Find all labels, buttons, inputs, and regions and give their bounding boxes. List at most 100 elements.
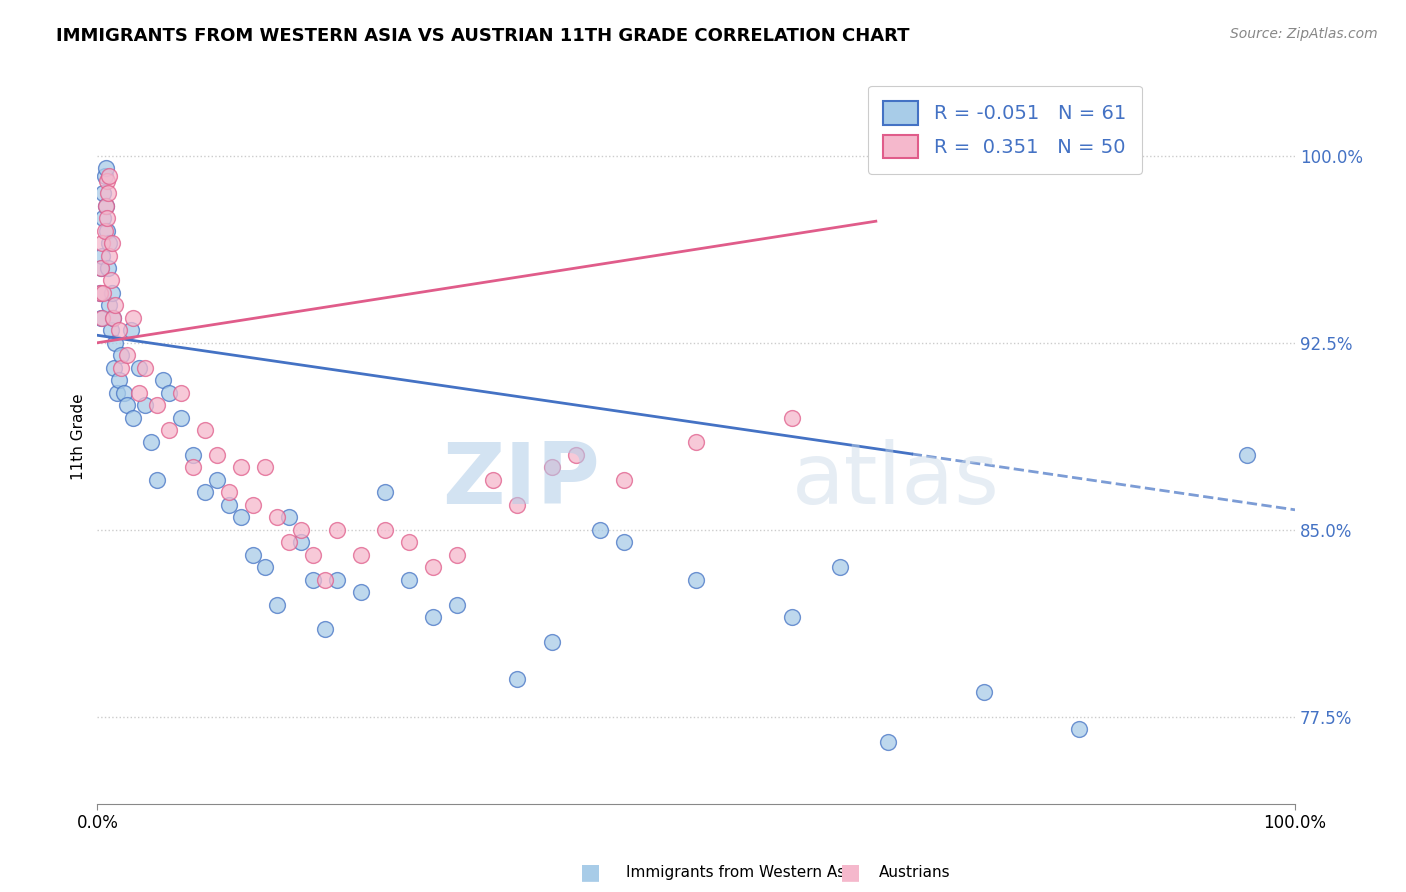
- Point: [242, 548, 264, 562]
- Point: [98, 169, 121, 183]
- Point: [205, 448, 228, 462]
- Point: [685, 573, 707, 587]
- Point: [91, 211, 114, 226]
- Point: [108, 373, 131, 387]
- Point: [141, 435, 163, 450]
- Point: [302, 573, 325, 587]
- Point: [194, 485, 217, 500]
- Point: [565, 448, 588, 462]
- Point: [973, 685, 995, 699]
- Point: [398, 573, 420, 587]
- Point: [374, 523, 396, 537]
- Point: [93, 169, 115, 183]
- Text: ■: ■: [841, 863, 860, 882]
- Point: [120, 323, 142, 337]
- Point: [350, 548, 373, 562]
- Point: [505, 498, 527, 512]
- Point: [218, 485, 240, 500]
- Point: [98, 298, 121, 312]
- Point: [253, 560, 276, 574]
- Point: [94, 161, 117, 176]
- Point: [446, 598, 468, 612]
- Point: [122, 310, 145, 325]
- Y-axis label: 11th Grade: 11th Grade: [72, 393, 86, 480]
- Point: [101, 310, 124, 325]
- Point: [128, 360, 150, 375]
- Point: [96, 211, 118, 226]
- Point: [685, 435, 707, 450]
- Point: [314, 573, 336, 587]
- Point: [101, 310, 124, 325]
- Point: [110, 360, 132, 375]
- Point: [374, 485, 396, 500]
- Point: [876, 734, 898, 748]
- Point: [326, 523, 349, 537]
- Point: [398, 535, 420, 549]
- Text: Immigrants from Western Asia: Immigrants from Western Asia: [626, 865, 859, 880]
- Point: [104, 298, 127, 312]
- Point: [589, 523, 612, 537]
- Point: [104, 335, 127, 350]
- Point: [117, 398, 139, 412]
- Point: [98, 248, 121, 262]
- Point: [157, 423, 180, 437]
- Point: [90, 310, 112, 325]
- Point: [194, 423, 217, 437]
- Point: [350, 585, 373, 599]
- Point: [146, 398, 169, 412]
- Point: [181, 460, 204, 475]
- Point: [108, 323, 131, 337]
- Point: [481, 473, 503, 487]
- Point: [446, 548, 468, 562]
- Point: [103, 360, 125, 375]
- Point: [780, 610, 803, 624]
- Point: [170, 410, 193, 425]
- Point: [1069, 722, 1091, 736]
- Point: [128, 385, 150, 400]
- Point: [91, 310, 114, 325]
- Point: [229, 510, 252, 524]
- Point: [1236, 448, 1258, 462]
- Point: [229, 460, 252, 475]
- Point: [541, 460, 564, 475]
- Point: [302, 548, 325, 562]
- Point: [105, 385, 128, 400]
- Point: [290, 523, 312, 537]
- Legend: R = -0.051   N = 61, R =  0.351   N = 50: R = -0.051 N = 61, R = 0.351 N = 50: [868, 86, 1142, 174]
- Point: [117, 348, 139, 362]
- Point: [828, 560, 851, 574]
- Point: [90, 260, 112, 275]
- Point: [505, 673, 527, 687]
- Point: [218, 498, 240, 512]
- Point: [152, 373, 174, 387]
- Text: Source: ZipAtlas.com: Source: ZipAtlas.com: [1230, 27, 1378, 41]
- Point: [157, 385, 180, 400]
- Point: [134, 360, 156, 375]
- Point: [146, 473, 169, 487]
- Point: [97, 260, 120, 275]
- Text: IMMIGRANTS FROM WESTERN ASIA VS AUSTRIAN 11TH GRADE CORRELATION CHART: IMMIGRANTS FROM WESTERN ASIA VS AUSTRIAN…: [56, 27, 910, 45]
- Point: [613, 473, 636, 487]
- Point: [780, 410, 803, 425]
- Point: [112, 385, 135, 400]
- Point: [110, 348, 132, 362]
- Point: [90, 260, 112, 275]
- Point: [89, 285, 111, 300]
- Point: [326, 573, 349, 587]
- Point: [290, 535, 312, 549]
- Text: Austrians: Austrians: [879, 865, 950, 880]
- Point: [134, 398, 156, 412]
- Point: [181, 448, 204, 462]
- Point: [91, 248, 114, 262]
- Point: [422, 610, 444, 624]
- Point: [98, 235, 121, 250]
- Point: [314, 623, 336, 637]
- Point: [96, 174, 118, 188]
- Text: ■: ■: [581, 863, 600, 882]
- Point: [122, 410, 145, 425]
- Point: [205, 473, 228, 487]
- Point: [422, 560, 444, 574]
- Point: [89, 285, 111, 300]
- Point: [91, 186, 114, 201]
- Point: [242, 498, 264, 512]
